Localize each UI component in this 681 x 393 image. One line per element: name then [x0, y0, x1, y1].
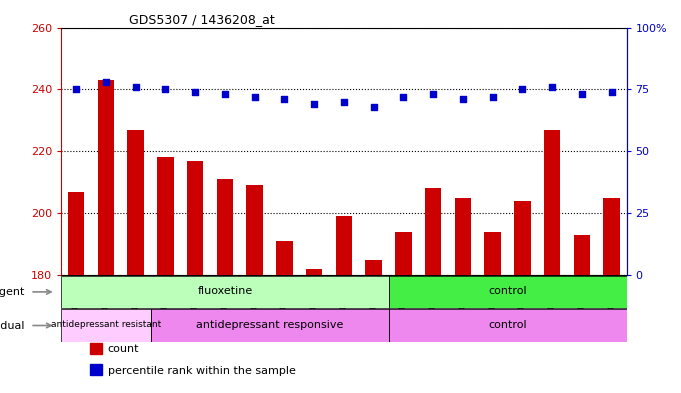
Bar: [157, 158, 174, 275]
Point: [487, 94, 498, 100]
Bar: [61, 276, 389, 308]
Point: [249, 94, 260, 100]
Bar: [389, 276, 627, 308]
Bar: [484, 232, 501, 275]
Bar: [389, 309, 627, 342]
Point: [219, 91, 230, 97]
Bar: [603, 198, 620, 275]
Bar: [276, 241, 293, 275]
Point: [308, 101, 319, 107]
Point: [101, 79, 112, 85]
Bar: [98, 80, 114, 275]
Bar: [61, 276, 389, 308]
Text: percentile rank within the sample: percentile rank within the sample: [108, 366, 296, 376]
Bar: [336, 216, 352, 275]
Bar: [68, 191, 84, 275]
Bar: [151, 309, 389, 342]
Bar: [389, 276, 627, 308]
Bar: [90, 343, 102, 354]
Text: agent: agent: [0, 287, 25, 297]
Point: [130, 84, 141, 90]
Point: [428, 91, 439, 97]
Point: [398, 94, 409, 100]
Bar: [90, 364, 102, 375]
Bar: [61, 309, 151, 342]
Text: antidepressant resistant: antidepressant resistant: [51, 320, 161, 329]
Bar: [544, 130, 560, 275]
Bar: [573, 235, 590, 275]
Text: count: count: [108, 344, 139, 354]
Point: [338, 99, 349, 105]
Point: [606, 89, 617, 95]
Bar: [306, 269, 322, 275]
Bar: [425, 188, 441, 275]
Point: [458, 96, 469, 103]
Text: control: control: [488, 320, 527, 330]
Bar: [514, 201, 530, 275]
Text: fluoxetine: fluoxetine: [197, 286, 253, 296]
Text: GDS5307 / 1436208_at: GDS5307 / 1436208_at: [129, 13, 275, 26]
Text: individual: individual: [0, 321, 25, 331]
Point: [576, 91, 587, 97]
Text: antidepressant responsive: antidepressant responsive: [196, 320, 343, 330]
Bar: [187, 161, 204, 275]
Bar: [247, 185, 263, 275]
Point: [547, 84, 558, 90]
Point: [279, 96, 290, 103]
Bar: [389, 309, 627, 342]
Point: [71, 86, 82, 92]
Bar: [395, 232, 411, 275]
Point: [190, 89, 201, 95]
Point: [160, 86, 171, 92]
Bar: [455, 198, 471, 275]
Bar: [366, 260, 382, 275]
Bar: [217, 179, 233, 275]
Point: [368, 104, 379, 110]
Bar: [61, 309, 151, 342]
Bar: [151, 309, 389, 342]
Point: [517, 86, 528, 92]
Text: control: control: [488, 286, 527, 296]
Bar: [127, 130, 144, 275]
